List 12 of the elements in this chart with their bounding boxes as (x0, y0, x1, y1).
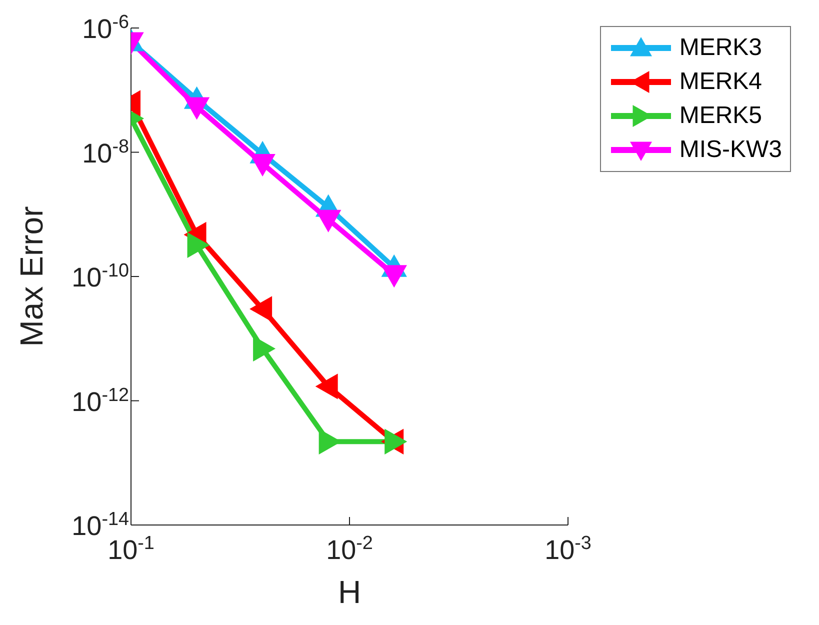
legend-label: MERK5 (679, 102, 762, 130)
y-tick-label: 10$^{-6}$ (82, 12, 129, 44)
y-tick-label: 10$^{-12}$ (72, 384, 129, 417)
x-axis-title: H (338, 574, 362, 610)
y-tick-label: 10$^{-8}$ (82, 136, 129, 168)
legend-label: MERK4 (679, 68, 762, 96)
legend-label: MERK3 (679, 34, 762, 62)
legend-label: MIS-KW3 (679, 136, 782, 164)
y-tick-label: 10$^{-10}$ (72, 260, 129, 292)
y-axis-title: Max Error (13, 206, 50, 347)
x-tick-label: 10$^{-3}$ (544, 532, 592, 565)
x-tick-label: 10$^{-2}$ (326, 532, 373, 565)
